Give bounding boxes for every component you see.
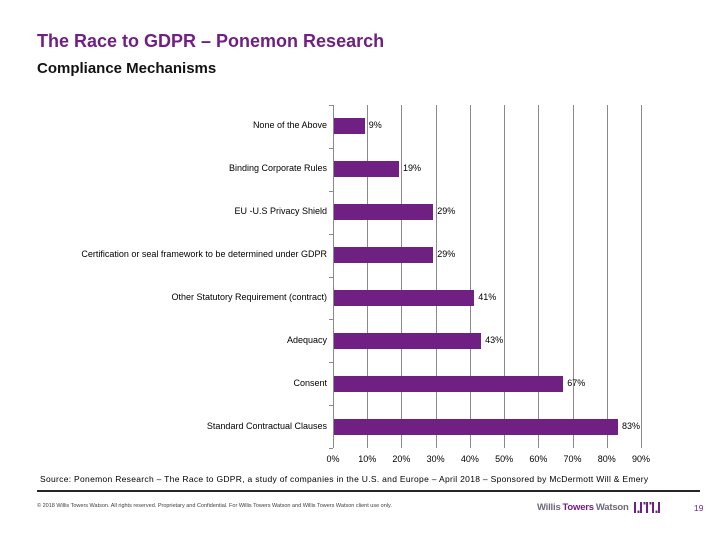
bar: [334, 118, 365, 135]
x-tick-label: 50%: [495, 454, 514, 464]
bar-value-label: 29%: [437, 206, 456, 217]
gridline: [572, 105, 574, 448]
category-label: Adequacy: [286, 334, 327, 345]
bar: [334, 247, 434, 264]
x-tick-label: 90%: [631, 454, 650, 464]
bar-value-label: 29%: [437, 249, 456, 260]
bar: [334, 418, 619, 435]
x-tick-label: 10%: [358, 454, 377, 464]
x-tick-label: 0%: [326, 454, 340, 464]
category-label: Certification or seal framework to be de…: [81, 249, 327, 260]
x-tick-label: 30%: [426, 454, 445, 464]
bar-value-label: 67%: [567, 377, 586, 388]
gridline: [435, 105, 437, 448]
source-note: Source: Ponemon Research – The Race to G…: [40, 474, 649, 484]
willis-towers-watson-logo: Willis Towers Watson: [537, 501, 660, 514]
x-tick-label: 70%: [563, 454, 582, 464]
gridline: [333, 105, 334, 448]
footer-divider: [37, 490, 700, 492]
axis-tick: [329, 147, 333, 149]
logo-word-willis: Willis: [537, 502, 561, 513]
slide-subtitle: Compliance Mechanisms: [37, 60, 217, 77]
bar: [334, 161, 400, 178]
axis-tick: [329, 362, 333, 364]
bar-value-label: 43%: [485, 334, 504, 345]
category-label: EU -U.S Privacy Shield: [234, 206, 327, 217]
axis-tick: [329, 190, 333, 192]
copyright-text: © 2018 Willis Towers Watson. All rights …: [37, 503, 392, 509]
category-label: Binding Corporate Rules: [228, 163, 327, 174]
gridline: [469, 105, 471, 448]
gridline: [538, 105, 540, 448]
x-tick-label: 40%: [460, 454, 479, 464]
x-tick-label: 20%: [392, 454, 411, 464]
gridline: [401, 105, 403, 448]
bar-value-label: 19%: [403, 163, 422, 174]
slide-title: The Race to GDPR – Ponemon Research: [37, 31, 385, 51]
page-number: 19: [694, 503, 704, 513]
logo-word-watson: Watson: [595, 502, 629, 513]
axis-tick: [329, 276, 333, 278]
logo-word-towers: Towers: [562, 502, 595, 513]
bar-value-label: 83%: [622, 420, 641, 431]
category-label: Other Statutory Requirement (contract): [171, 291, 327, 302]
axis-tick: [329, 319, 333, 321]
gridline: [504, 105, 506, 448]
axis-tick: [329, 448, 333, 449]
x-tick-label: 80%: [597, 454, 616, 464]
axis-tick: [329, 105, 333, 106]
bar-value-label: 41%: [478, 291, 497, 302]
bar: [334, 289, 475, 306]
bar: [334, 204, 434, 221]
bar: [334, 375, 564, 392]
gridline: [606, 105, 608, 448]
axis-tick: [329, 405, 333, 407]
category-label: Standard Contractual Clauses: [206, 420, 327, 431]
axis-tick: [329, 233, 333, 235]
bar: [334, 332, 482, 349]
gridline: [641, 105, 642, 448]
wtw-hatch-icon: [633, 502, 660, 513]
category-label: Consent: [293, 377, 327, 388]
bar-value-label: 9%: [368, 120, 382, 131]
category-label: None of the Above: [252, 120, 327, 131]
gridline: [367, 105, 369, 448]
x-tick-label: 60%: [529, 454, 548, 464]
